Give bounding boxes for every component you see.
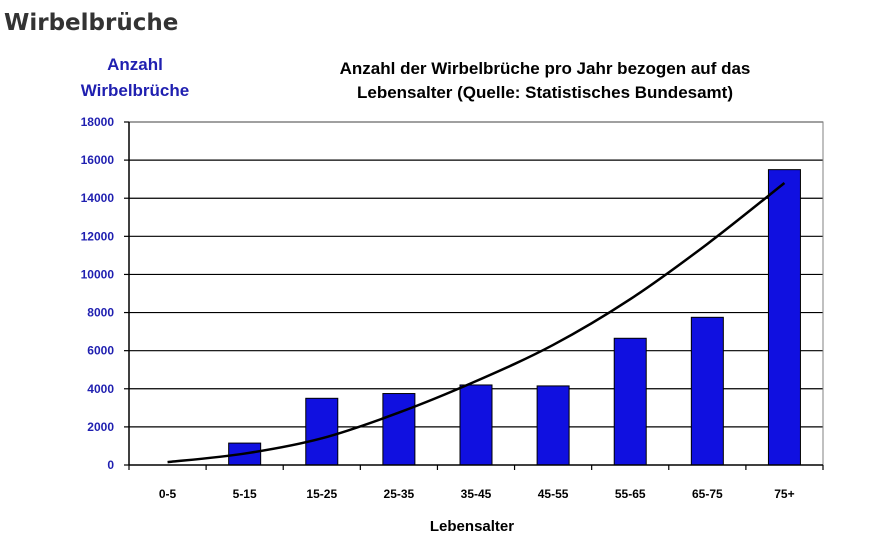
page-heading: Wirbelbrüche — [4, 10, 179, 36]
y-tick-label-3: 6000 — [87, 344, 114, 358]
x-tick-label-8: 75+ — [774, 487, 794, 501]
bar-15-25 — [305, 397, 339, 466]
y-tick-label-2: 4000 — [87, 382, 114, 396]
y-tick-label-9: 18000 — [81, 115, 115, 129]
x-tick-label-7: 65-75 — [692, 487, 723, 501]
x-tick-label-4: 35-45 — [461, 487, 492, 501]
bar-75+ — [767, 169, 801, 466]
x-tick-label-5: 45-55 — [538, 487, 569, 501]
chart-title-line-2: Lebensalter (Quelle: Statistisches Bunde… — [357, 83, 733, 102]
x-axis-label: Lebensalter — [430, 518, 514, 535]
x-tick-label-6: 55-65 — [615, 487, 646, 501]
y-tick-label-4: 8000 — [87, 306, 114, 320]
x-tick-label-2: 15-25 — [306, 487, 337, 501]
trend — [167, 181, 786, 464]
trend-line — [167, 181, 786, 464]
chart-title-line-1: Anzahl der Wirbelbrüche pro Jahr bezogen… — [340, 59, 751, 78]
bars — [228, 169, 801, 466]
y-tick-label-6: 12000 — [81, 229, 115, 243]
y-tick-label-7: 14000 — [81, 191, 115, 205]
y-axis-label-line-2: Wirbelbrüche — [81, 81, 189, 100]
x-tick-labels: 0-5 5-15 15-25 25-35 35-45 45-55 55-65 65-75 75+ — [159, 487, 795, 501]
bar-55-65 — [613, 337, 647, 466]
bar-65-75 — [690, 316, 724, 466]
axes — [124, 121, 824, 470]
x-tick-label-1: 5-15 — [233, 487, 257, 501]
y-tick-label-8: 16000 — [81, 153, 115, 167]
y-axis-label-line-1: Anzahl — [107, 55, 163, 74]
bar-35-45 — [459, 384, 493, 466]
y-tick-label-1: 2000 — [87, 420, 114, 434]
y-tick-label-5: 10000 — [81, 267, 115, 281]
y-tick-labels: 0 2000 4000 6000 8000 10000 12000 14000 16000 180… — [81, 115, 115, 472]
bar-25-35 — [382, 393, 416, 466]
x-tick-label-3: 25-35 — [384, 487, 415, 501]
bar-45-55 — [536, 385, 570, 466]
x-tick-label-0: 0-5 — [159, 487, 177, 501]
y-tick-label-0: 0 — [107, 458, 114, 472]
